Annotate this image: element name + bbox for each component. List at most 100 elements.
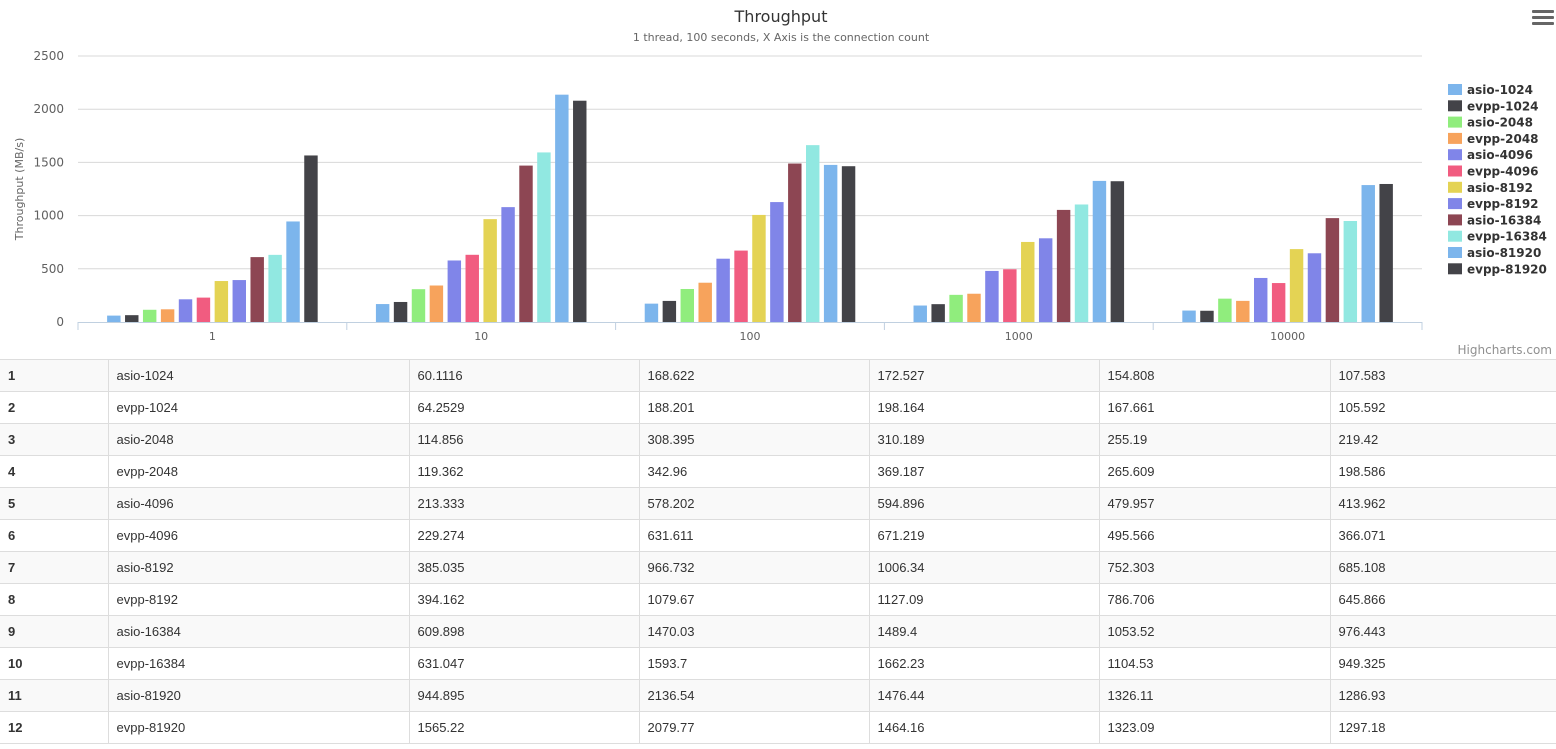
legend-swatch-evpp-16384[interactable] — [1448, 230, 1462, 242]
legend-label-asio-81920[interactable]: asio-81920 — [1467, 246, 1541, 260]
bar-asio-2048-1000[interactable] — [949, 294, 963, 322]
legend-swatch-asio-4096[interactable] — [1448, 149, 1462, 161]
bar-evpp-8192-10000[interactable] — [1307, 253, 1322, 322]
bar-evpp-81920-10[interactable] — [573, 100, 587, 323]
bar-evpp-4096-10[interactable] — [465, 254, 479, 322]
bar-evpp-16384-100[interactable] — [806, 145, 820, 322]
bar-asio-4096-100[interactable] — [716, 258, 730, 322]
bar-asio-16384-100[interactable] — [788, 163, 802, 322]
bar-asio-4096-10[interactable] — [447, 260, 462, 322]
x-tick-label: 10 — [474, 330, 488, 343]
bar-evpp-81920-10000[interactable] — [1379, 183, 1393, 322]
bar-evpp-1024-10[interactable] — [393, 301, 408, 322]
bar-evpp-1024-100[interactable] — [662, 300, 677, 322]
legend-swatch-asio-1024[interactable] — [1448, 84, 1462, 95]
row-number: 11 — [0, 679, 108, 712]
legend-swatch-evpp-8192[interactable] — [1448, 198, 1462, 210]
legend-swatch-asio-8192[interactable] — [1448, 181, 1462, 193]
legend-swatch-evpp-4096[interactable] — [1448, 165, 1462, 177]
bar-asio-2048-1[interactable] — [142, 309, 157, 322]
bar-asio-8192-1[interactable] — [214, 281, 229, 322]
hamburger-menu-icon[interactable] — [1532, 10, 1554, 28]
highcharts-credits[interactable]: Highcharts.com — [1457, 343, 1552, 357]
legend-swatch-evpp-81920[interactable] — [1448, 263, 1462, 275]
legend-label-evpp-1024[interactable]: evpp-1024 — [1467, 99, 1539, 113]
value-cell: 213.333 — [408, 487, 639, 520]
bar-evpp-16384-10[interactable] — [537, 152, 551, 322]
bar-evpp-16384-10000[interactable] — [1343, 220, 1358, 322]
bar-asio-4096-1[interactable] — [178, 299, 193, 322]
bar-asio-8192-100[interactable] — [752, 214, 766, 322]
legend-label-evpp-16384[interactable]: evpp-16384 — [1467, 230, 1547, 244]
value-cell: 168.622 — [638, 359, 869, 392]
bar-evpp-2048-100[interactable] — [698, 282, 712, 322]
legend: asio-1024 evpp-1024 asio-2048 evpp-2048 asio… — [1448, 83, 1547, 276]
bar-evpp-4096-1[interactable] — [196, 297, 211, 322]
bar-asio-81920-1000[interactable] — [1092, 180, 1107, 322]
bar-asio-16384-10000[interactable] — [1325, 218, 1340, 322]
legend-swatch-evpp-2048[interactable] — [1448, 132, 1462, 144]
value-cell: 1286.93 — [1329, 679, 1556, 712]
legend-label-asio-8192[interactable]: asio-8192 — [1467, 181, 1533, 195]
legend-label-asio-2048[interactable]: asio-2048 — [1467, 116, 1533, 130]
bar-evpp-81920-1000[interactable] — [1110, 181, 1125, 322]
value-cell: 369.187 — [868, 455, 1099, 488]
legend-label-asio-1024[interactable]: asio-1024 — [1467, 83, 1533, 97]
legend-swatch-asio-16384[interactable] — [1448, 214, 1462, 226]
series-name-cell: asio-1024 — [107, 359, 409, 392]
legend-swatch-evpp-1024[interactable] — [1448, 100, 1462, 112]
bar-asio-8192-10[interactable] — [483, 219, 497, 322]
bar-evpp-8192-1[interactable] — [232, 280, 246, 322]
bar-asio-16384-10[interactable] — [519, 165, 533, 322]
bar-evpp-2048-1[interactable] — [160, 309, 175, 322]
bar-asio-1024-10000[interactable] — [1182, 310, 1196, 322]
bar-asio-1024-10[interactable] — [375, 304, 390, 322]
bar-evpp-4096-100[interactable] — [734, 250, 748, 322]
legend-label-evpp-4096[interactable]: evpp-4096 — [1467, 165, 1539, 179]
bar-evpp-81920-1[interactable] — [304, 155, 318, 322]
bar-asio-2048-10000[interactable] — [1218, 298, 1232, 322]
legend-label-asio-16384[interactable]: asio-16384 — [1467, 213, 1541, 227]
bar-evpp-1024-1000[interactable] — [931, 304, 945, 322]
value-cell: 385.035 — [408, 551, 639, 584]
value-cell: 60.1116 — [408, 359, 639, 392]
bar-evpp-1024-1[interactable] — [125, 315, 139, 322]
legend-swatch-asio-2048[interactable] — [1448, 116, 1462, 128]
bar-evpp-16384-1[interactable] — [268, 254, 282, 322]
bar-asio-1024-100[interactable] — [644, 303, 659, 322]
bar-evpp-2048-10[interactable] — [429, 285, 444, 322]
legend-label-evpp-2048[interactable]: evpp-2048 — [1467, 132, 1539, 146]
legend-label-asio-4096[interactable]: asio-4096 — [1467, 148, 1533, 162]
bar-asio-2048-10[interactable] — [411, 289, 426, 322]
bar-evpp-8192-100[interactable] — [770, 202, 784, 322]
legend-swatch-asio-81920[interactable] — [1448, 247, 1462, 258]
bar-asio-81920-100[interactable] — [823, 164, 838, 322]
bar-evpp-81920-100[interactable] — [841, 166, 856, 322]
bar-asio-1024-1[interactable] — [107, 315, 121, 322]
bar-evpp-2048-1000[interactable] — [967, 293, 981, 322]
legend-label-evpp-8192[interactable]: evpp-8192 — [1467, 197, 1539, 211]
bar-asio-8192-10000[interactable] — [1289, 249, 1304, 322]
bar-asio-16384-1000[interactable] — [1056, 209, 1071, 322]
value-cell: 1127.09 — [868, 583, 1099, 616]
bar-asio-81920-1[interactable] — [286, 221, 300, 322]
bar-evpp-4096-1000[interactable] — [1003, 269, 1017, 322]
bar-asio-1024-1000[interactable] — [913, 305, 927, 322]
bar-asio-4096-1000[interactable] — [985, 270, 999, 322]
bar-evpp-4096-10000[interactable] — [1271, 283, 1286, 322]
bar-asio-16384-1[interactable] — [250, 257, 264, 322]
value-cell: 229.274 — [408, 519, 639, 552]
value-cell: 671.219 — [868, 519, 1099, 552]
legend-label-evpp-81920[interactable]: evpp-81920 — [1467, 262, 1547, 276]
bar-asio-2048-100[interactable] — [680, 288, 694, 322]
bar-asio-4096-10000[interactable] — [1254, 277, 1268, 322]
row-number: 4 — [0, 455, 108, 488]
bar-evpp-8192-10[interactable] — [501, 207, 515, 322]
bar-evpp-2048-10000[interactable] — [1236, 300, 1250, 322]
bar-asio-81920-10000[interactable] — [1361, 185, 1375, 322]
bar-asio-8192-1000[interactable] — [1021, 241, 1035, 322]
bar-evpp-8192-1000[interactable] — [1038, 238, 1053, 322]
bar-evpp-16384-1000[interactable] — [1074, 204, 1089, 322]
bar-asio-81920-10[interactable] — [555, 94, 569, 322]
bar-evpp-1024-10000[interactable] — [1200, 310, 1214, 322]
